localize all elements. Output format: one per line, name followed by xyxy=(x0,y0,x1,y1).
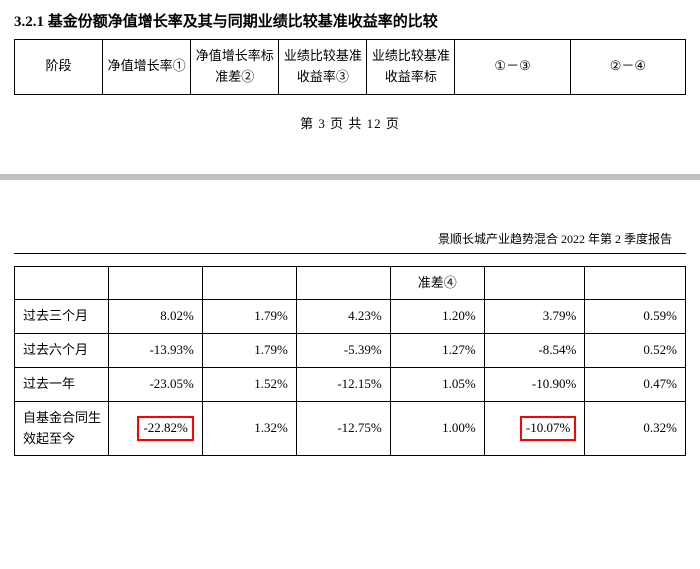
cell-nav-growth: -23.05% xyxy=(108,367,202,401)
cell-benchmark-std: 1.05% xyxy=(390,367,484,401)
row-label: 过去三个月 xyxy=(15,300,109,334)
page-prefix: 第 xyxy=(300,116,314,131)
col-nav-growth: 净值增长率① xyxy=(103,40,191,95)
report-header: 景顺长城产业趋势混合 2022 年第 2 季度报告 xyxy=(14,230,686,254)
cell-benchmark-return: 4.23% xyxy=(296,300,390,334)
subhead-empty-5 xyxy=(484,266,585,300)
subheader-row: 准差④ xyxy=(15,266,686,300)
cell-diff-1-3: -8.54% xyxy=(484,334,585,368)
col-diff-1-3: ①－③ xyxy=(455,40,570,95)
col-stage: 阶段 xyxy=(15,40,103,95)
section-title-text: 基金份额净值增长率及其与同期业绩比较基准收益率的比较 xyxy=(48,14,438,30)
table-row: 过去六个月-13.93%1.79%-5.39%1.27%-8.54%0.52% xyxy=(15,334,686,368)
col-diff-2-4: ②－④ xyxy=(570,40,685,95)
cell-nav-stddev: 1.79% xyxy=(202,334,296,368)
page-mid: 页 共 xyxy=(330,116,362,131)
col-benchmark-std: 业绩比较基准收益率标 xyxy=(367,40,455,95)
highlight-box: -22.82% xyxy=(137,416,193,440)
cell-diff-2-4: 0.47% xyxy=(585,367,686,401)
cell-nav-stddev: 1.32% xyxy=(202,401,296,456)
subhead-stddev4: 准差④ xyxy=(390,266,484,300)
cell-benchmark-return: -12.15% xyxy=(296,367,390,401)
cell-benchmark-std: 1.20% xyxy=(390,300,484,334)
highlight-box: -10.07% xyxy=(520,416,576,440)
cell-diff-1-3: -10.90% xyxy=(484,367,585,401)
table-row: 过去一年-23.05%1.52%-12.15%1.05%-10.90%0.47% xyxy=(15,367,686,401)
cell-nav-stddev: 1.79% xyxy=(202,300,296,334)
cell-diff-2-4: 0.59% xyxy=(585,300,686,334)
page-total: 12 xyxy=(367,116,382,131)
data-table: 准差④ 过去三个月8.02%1.79%4.23%1.20%3.79%0.59%过… xyxy=(14,266,686,457)
row-label: 过去六个月 xyxy=(15,334,109,368)
header-row: 阶段 净值增长率① 净值增长率标准差② 业绩比较基准收益率③ 业绩比较基准收益率… xyxy=(15,40,686,95)
subhead-empty-2 xyxy=(202,266,296,300)
cell-diff-2-4: 0.32% xyxy=(585,401,686,456)
subhead-empty-3 xyxy=(296,266,390,300)
cell-nav-growth: 8.02% xyxy=(108,300,202,334)
table-row: 自基金合同生效起至今 -22.82% 1.32%-12.75%1.00% -10.07… xyxy=(15,401,686,456)
subhead-empty-0 xyxy=(15,266,109,300)
row-label: 自基金合同生效起至今 xyxy=(15,401,109,456)
page-indicator: 第 3 页 共 12 页 xyxy=(0,95,700,156)
cell-benchmark-std: 1.00% xyxy=(390,401,484,456)
table-row: 过去三个月8.02%1.79%4.23%1.20%3.79%0.59% xyxy=(15,300,686,334)
cell-nav-growth: -13.93% xyxy=(108,334,202,368)
header-table: 阶段 净值增长率① 净值增长率标准差② 业绩比较基准收益率③ 业绩比较基准收益率… xyxy=(14,39,686,95)
cell-nav-stddev: 1.52% xyxy=(202,367,296,401)
cell-benchmark-std: 1.27% xyxy=(390,334,484,368)
section-title: 3.2.1 基金份额净值增长率及其与同期业绩比较基准收益率的比较 xyxy=(0,0,700,39)
col-benchmark-return: 业绩比较基准收益率③ xyxy=(279,40,367,95)
cell-diff-1-3: -10.07% xyxy=(484,401,585,456)
subhead-empty-6 xyxy=(585,266,686,300)
page-current: 3 xyxy=(318,116,326,131)
cell-nav-growth: -22.82% xyxy=(108,401,202,456)
row-label: 过去一年 xyxy=(15,367,109,401)
subhead-empty-1 xyxy=(108,266,202,300)
cell-diff-2-4: 0.52% xyxy=(585,334,686,368)
cell-benchmark-return: -5.39% xyxy=(296,334,390,368)
col-nav-stddev: 净值增长率标准差② xyxy=(191,40,279,95)
page-break xyxy=(0,174,700,180)
section-number: 3.2.1 xyxy=(14,14,44,30)
cell-diff-1-3: 3.79% xyxy=(484,300,585,334)
cell-benchmark-return: -12.75% xyxy=(296,401,390,456)
page-suffix: 页 xyxy=(386,116,400,131)
